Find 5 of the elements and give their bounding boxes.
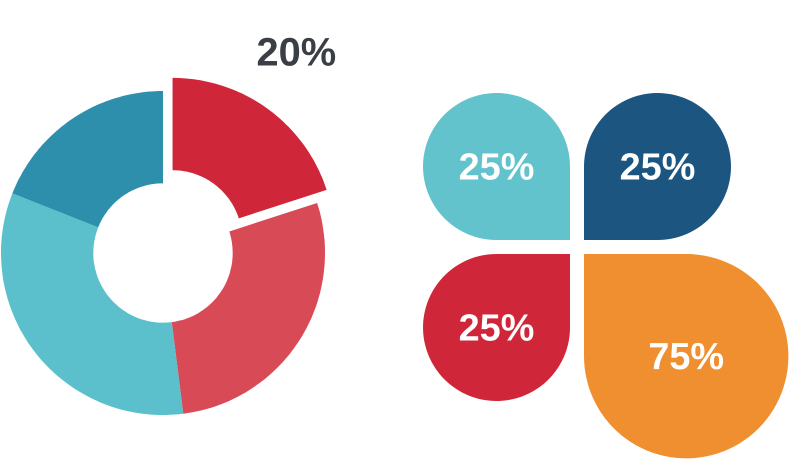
data-label: 20% [258, 38, 336, 66]
data-label: 25% [620, 153, 694, 180]
data-label: 25% [460, 153, 534, 180]
data-label: 25% [460, 314, 534, 341]
data-label: 75% [650, 342, 724, 370]
